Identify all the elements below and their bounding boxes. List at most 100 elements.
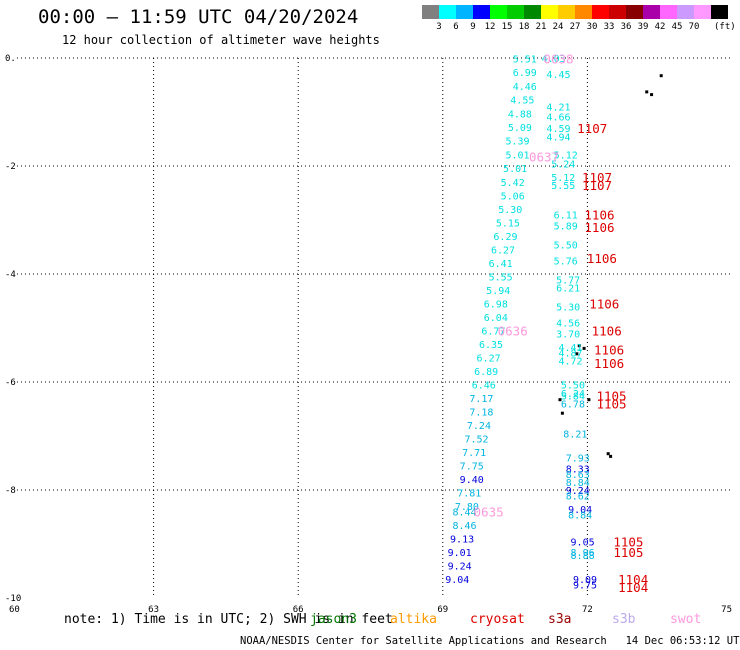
legend-swatch [626, 5, 643, 19]
legend-swatch [541, 5, 558, 19]
wave-height-label: 7.75 [460, 462, 484, 473]
legend-value: 24 [552, 22, 564, 32]
legend-value: 12 [484, 22, 496, 32]
pass-time-label: 1105 [596, 389, 626, 404]
wave-height-label: 7.80 [455, 502, 479, 513]
wave-height-label: 4.41 [558, 343, 582, 354]
wave-height-label: 4.72 [558, 356, 582, 367]
coast-mark [659, 74, 663, 78]
wave-height-label: 6.27 [477, 354, 501, 365]
y-tick-label: 0. [5, 54, 16, 64]
pass-time-label: 0638 [543, 52, 573, 67]
wave-height-label: 4.03 [542, 54, 566, 65]
wave-height-label: 5.89 [554, 221, 578, 232]
wave-height-label: 6.89 [474, 367, 498, 378]
wave-height-label: 5.30 [556, 302, 580, 313]
wave-height-label: 8.84 [566, 478, 590, 489]
legend-value: 9 [470, 22, 476, 32]
footer-credit: NOAA/NESDIS Center for Satellite Applica… [240, 635, 740, 647]
wave-height-label: 5.12 [554, 151, 578, 162]
wave-height-label: 6.41 [489, 259, 513, 270]
coast-mark [577, 344, 581, 348]
wave-height-label: 9.75 [573, 581, 597, 592]
x-tick-label: 60 [9, 605, 20, 615]
x-tick-label: 66 [293, 605, 304, 615]
wave-height-label: 6.78 [561, 400, 585, 411]
y-tick-label: -10 [5, 594, 21, 604]
x-tick-label: 75 [721, 605, 732, 615]
wave-height-label: 4.46 [513, 82, 537, 93]
wave-height-label: 8.44 [452, 508, 476, 519]
wave-height-label: 9.01 [448, 548, 472, 559]
legend-value: 30 [586, 22, 598, 32]
y-tick-label: -2 [5, 162, 16, 172]
wave-height-label: 5.77 [556, 275, 580, 286]
wave-height-label: 8.62 [566, 491, 590, 502]
wave-height-label: 7.17 [469, 394, 493, 405]
wave-height-label: 7.18 [469, 408, 493, 419]
coast-mark [609, 454, 613, 458]
legend-value: 3 [436, 22, 442, 32]
wave-height-label: 3.70 [556, 329, 580, 340]
legend-swatch [507, 5, 524, 19]
wave-height-label: 5.50 [561, 381, 585, 392]
wave-height-label: 7.93 [566, 454, 590, 465]
legend-swatch [456, 5, 473, 19]
legend-value: 21 [535, 22, 547, 32]
wave-height-label: 4.94 [546, 132, 570, 143]
pass-time-label: 1106 [594, 343, 624, 358]
pass-time-label: 1107 [577, 121, 607, 136]
satellite-label-jason3: jason3 [310, 612, 357, 627]
wave-height-label: 5.84 [561, 392, 585, 403]
wave-height-label: 4.55 [510, 96, 534, 107]
wave-height-label: 9.24 [448, 562, 472, 573]
wave-height-label: 5.50 [554, 240, 578, 251]
chart-title: 00:00 – 11:59 UTC 04/20/2024 [38, 6, 359, 28]
coast-mark [582, 346, 586, 350]
axis-tick-labels: 60 63 66 69 72 75 0. -2 -4 -6 -8 -10 [5, 54, 732, 615]
wave-height-label: 7.24 [467, 421, 491, 432]
wave-height-label: 8.63 [566, 470, 590, 481]
legend-swatch [490, 5, 507, 19]
pass-time-label: 1106 [587, 251, 617, 266]
wave-height-label: 6.24 [561, 389, 585, 400]
wave-height-label: 6.04 [484, 313, 508, 324]
wave-height-label: 5.06 [501, 192, 525, 203]
coast-mark [587, 398, 591, 402]
legend-swatch [660, 5, 677, 19]
wave-height-label: 6.77 [481, 327, 505, 338]
pass-time-label: 1104 [618, 580, 648, 595]
wave-height-label: 8.21 [563, 429, 587, 440]
wave-height-label: 4.56 [556, 319, 580, 330]
pass-time-label: 1106 [594, 356, 624, 371]
pass-time-label: 0636 [498, 324, 528, 339]
wave-height-label: 9.04 [568, 505, 592, 516]
coast-mark [645, 90, 649, 94]
x-tick-label: 63 [148, 605, 159, 615]
legend-swatch [524, 5, 541, 19]
pass-time-label: 0637 [529, 149, 559, 164]
wave-height-label: 5.76 [554, 257, 578, 268]
pass-time-label: 1104 [618, 572, 648, 587]
pass-time-label: 0635 [474, 505, 504, 520]
legend-swatch [575, 5, 592, 19]
wave-height-label: 4.21 [546, 103, 570, 114]
wave-height-label: 4.87 [558, 348, 582, 359]
coast-mark [606, 452, 610, 456]
wave-height-label: 5.42 [501, 178, 525, 189]
pass-time-label: 1107 [582, 178, 612, 193]
legend-value: 6 [453, 22, 459, 32]
legend-swatch [473, 5, 490, 19]
wave-height-label: 8.88 [571, 551, 595, 562]
pass-time-label: 1106 [592, 324, 622, 339]
wave-height-label: 4.45 [546, 70, 570, 81]
pass-time-label: 1105 [613, 534, 643, 549]
wave-height-label: 4.66 [546, 112, 570, 123]
satellite-label-s3b: s3b [612, 612, 636, 627]
wave-height-label: 8.33 [566, 464, 590, 475]
note-text: note: 1) Time is in UTC; 2) SWH is in fe… [64, 612, 393, 627]
satellite-label-swot: swot [670, 612, 702, 627]
wave-height-label: 6.46 [472, 381, 496, 392]
y-tick-label: -8 [5, 486, 16, 496]
